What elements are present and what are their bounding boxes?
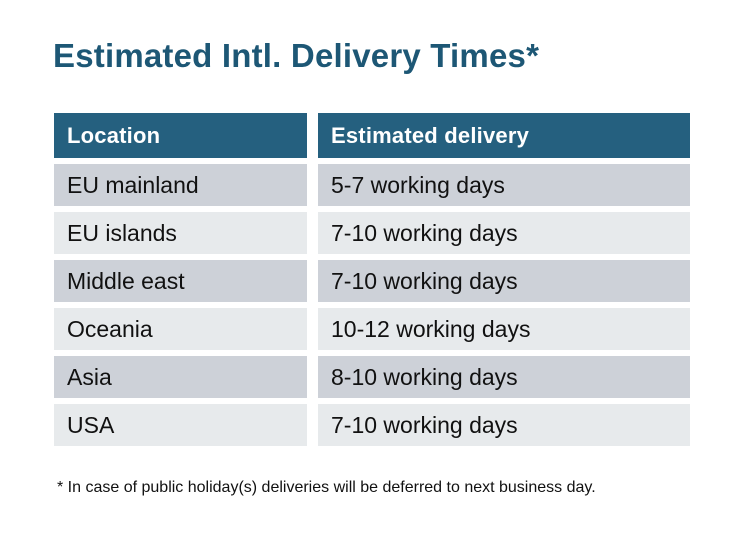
table-cell-location: Asia [54,356,307,398]
footnote: * In case of public holiday(s) deliverie… [57,479,596,496]
table-cell-location: Middle east [54,260,307,302]
table-cell-location: EU mainland [54,164,307,206]
table-cell-delivery: 5-7 working days [318,164,690,206]
table-cell-delivery: 7-10 working days [318,260,690,302]
table-cell-location: EU islands [54,212,307,254]
page-title: Estimated Intl. Delivery Times* [53,37,540,74]
column-header-estimated-delivery: Estimated delivery [318,113,690,158]
table-cell-delivery: 7-10 working days [318,212,690,254]
table-cell-delivery: 7-10 working days [318,404,690,446]
table-cell-delivery: 8-10 working days [318,356,690,398]
table-cell-location: USA [54,404,307,446]
table-cell-delivery: 10-12 working days [318,308,690,350]
delivery-times-table: Location Estimated delivery EU mainland 5… [54,113,690,446]
column-header-location: Location [54,113,307,158]
table-cell-location: Oceania [54,308,307,350]
